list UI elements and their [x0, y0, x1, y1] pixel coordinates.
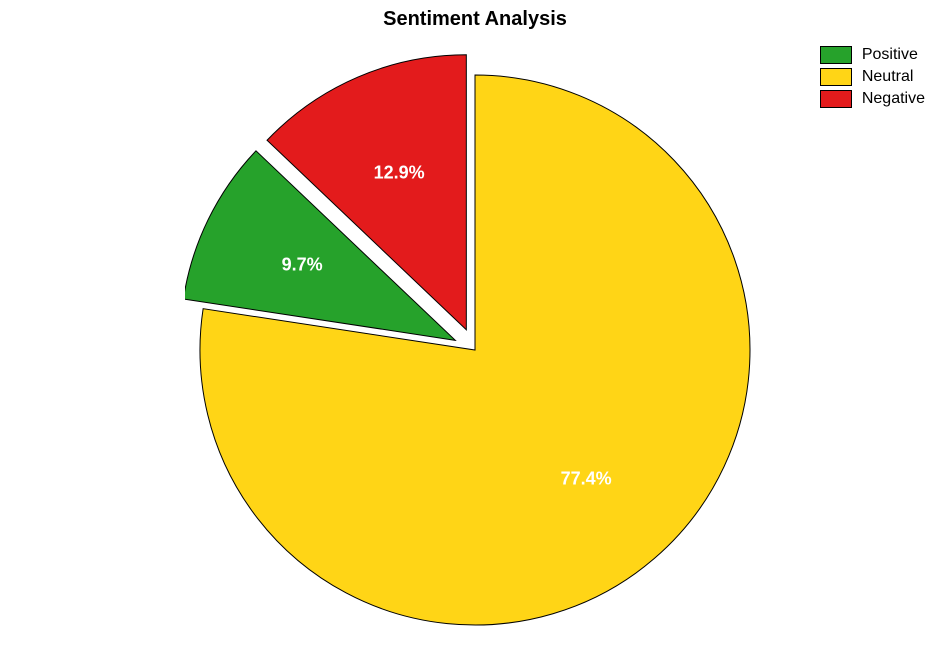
- pie-chart: 77.4% 9.7% 12.9%: [185, 50, 765, 630]
- legend-item-negative: Negative: [820, 90, 925, 108]
- slice-label-neutral: 77.4%: [561, 469, 612, 490]
- pie-slice-neutral: [200, 75, 750, 625]
- legend-item-neutral: Neutral: [820, 68, 925, 86]
- legend-swatch-positive: [820, 46, 852, 64]
- legend-swatch-negative: [820, 90, 852, 108]
- legend-item-positive: Positive: [820, 46, 925, 64]
- legend-swatch-neutral: [820, 68, 852, 86]
- legend-label: Positive: [862, 46, 918, 64]
- chart-title: Sentiment Analysis: [0, 8, 950, 31]
- legend: Positive Neutral Negative: [820, 46, 925, 112]
- legend-label: Negative: [862, 90, 925, 108]
- legend-label: Neutral: [862, 68, 914, 86]
- slice-label-negative: 12.9%: [374, 163, 425, 184]
- slice-label-positive: 9.7%: [282, 255, 323, 276]
